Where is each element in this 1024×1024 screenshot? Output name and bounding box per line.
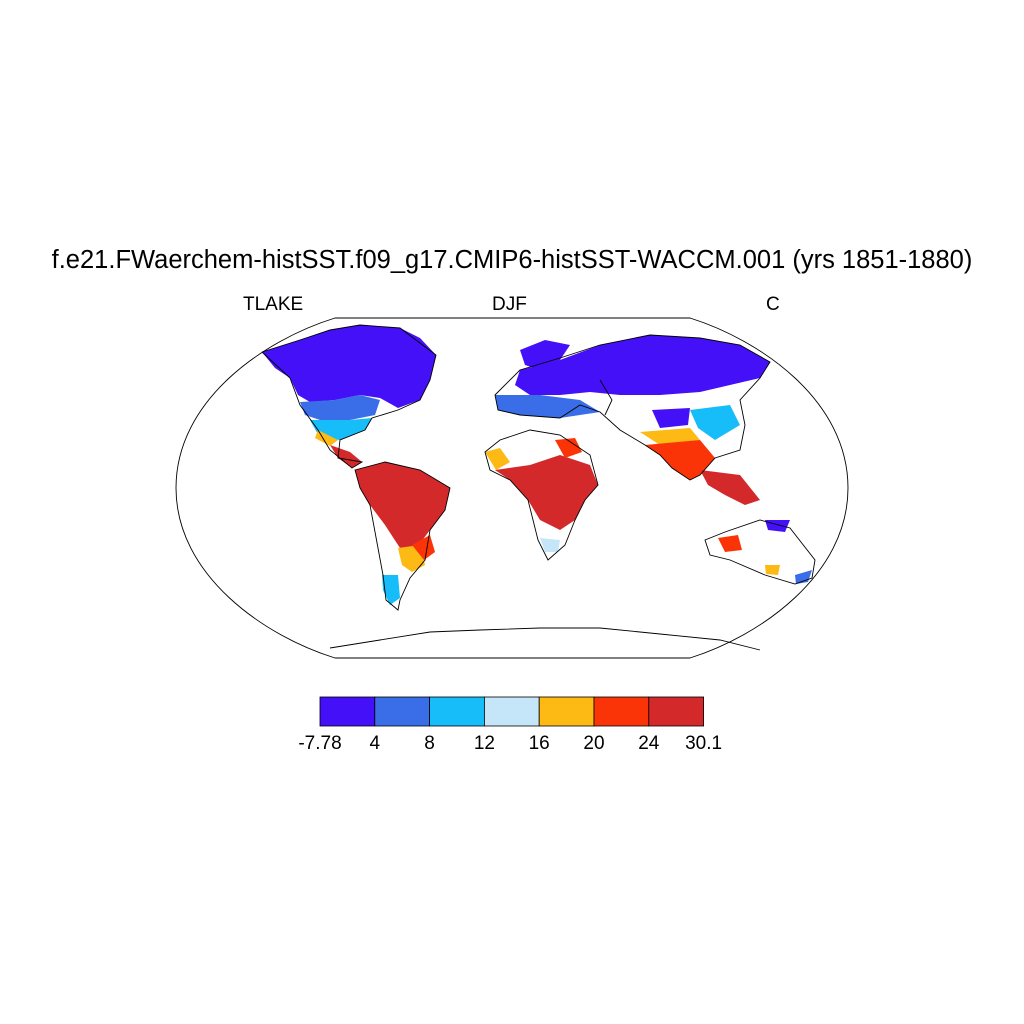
colorbar-tick-label: 24 <box>638 733 660 754</box>
plot-title: f.e21.FWaerchem-histSST.f09_g17.CMIP6-hi… <box>51 246 973 274</box>
units-label: C <box>766 294 780 315</box>
coastlines <box>261 324 816 651</box>
colorbar-box-5 <box>593 696 650 727</box>
colorbar-box-2 <box>429 696 485 727</box>
colorbar-box-3 <box>483 696 540 727</box>
map-boundary <box>175 317 849 659</box>
region-africa <box>485 438 598 552</box>
region-south-america <box>355 462 450 605</box>
colorbar-tick-label: 12 <box>473 733 495 754</box>
colorbar-tick-label: 16 <box>528 733 550 754</box>
region-eurasia-north <box>495 335 770 440</box>
colorbar-tick-label: 4 <box>369 733 381 754</box>
colorbar-box-6 <box>648 696 704 727</box>
colorbar-box-0 <box>319 696 376 727</box>
region-central-america <box>330 445 362 468</box>
colorbar-tick-label: 8 <box>424 733 435 754</box>
colorbar-tick-label: 20 <box>583 733 605 754</box>
season-label: DJF <box>492 294 527 315</box>
colorbar-box-1 <box>374 696 430 727</box>
colorbar-box-4 <box>538 696 595 727</box>
region-australia <box>718 535 812 584</box>
colorbar-tick-label: -7.78 <box>298 733 342 754</box>
variable-label: TLAKE <box>243 294 304 315</box>
colorbar-tick-label: 30.1 <box>685 733 723 754</box>
